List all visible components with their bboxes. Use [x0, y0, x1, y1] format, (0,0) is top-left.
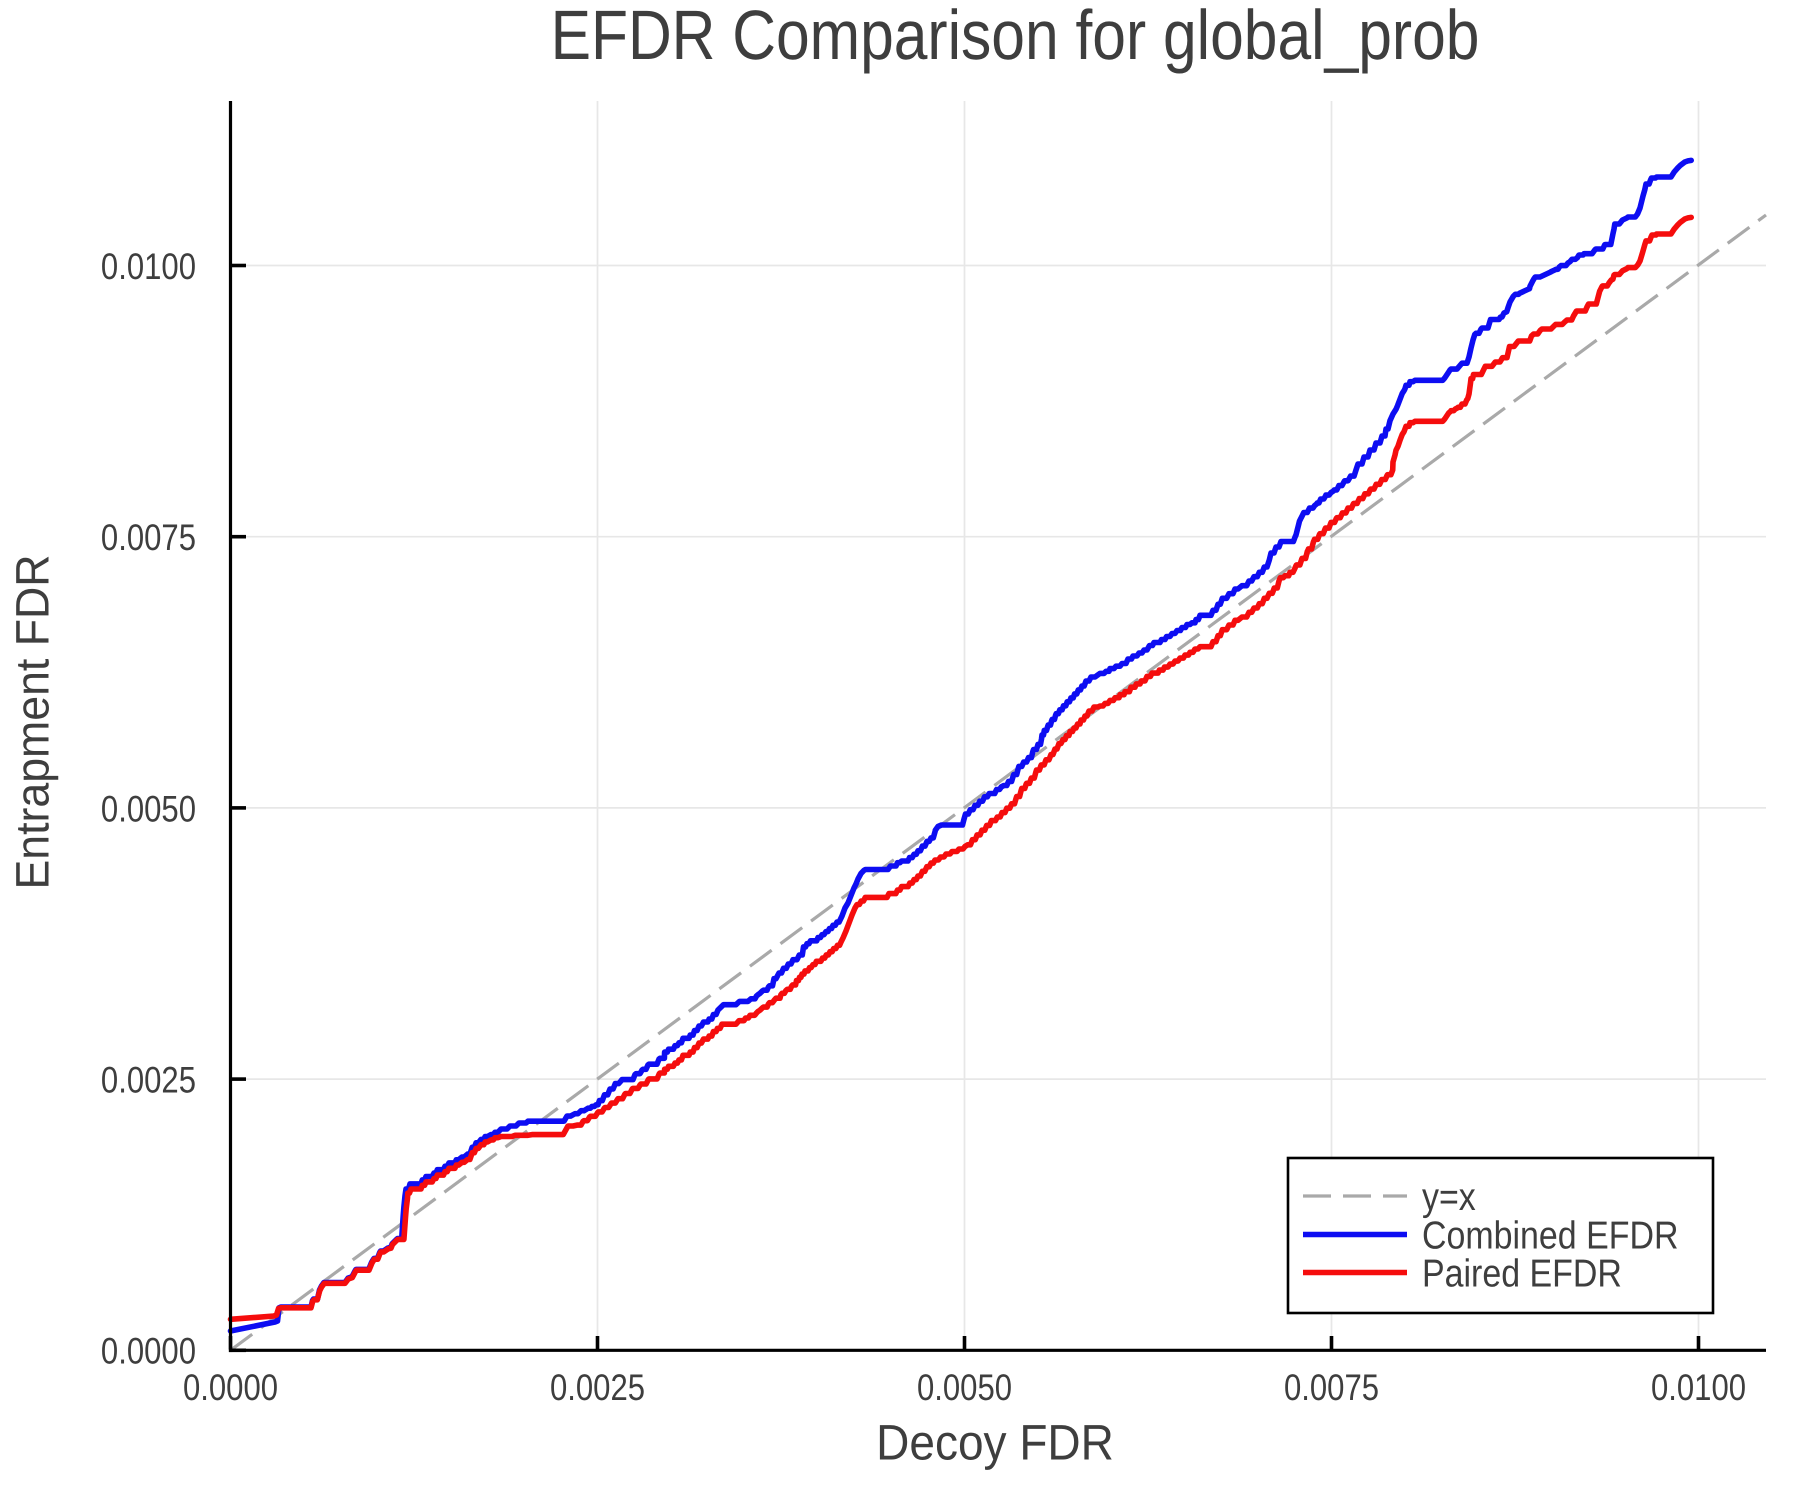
svg-text:Entrapment FDR: Entrapment FDR	[6, 555, 59, 890]
svg-text:0.0075: 0.0075	[1284, 1367, 1379, 1408]
svg-text:0.0100: 0.0100	[101, 246, 196, 287]
svg-text:EFDR Comparison for global_pro: EFDR Comparison for global_prob	[551, 0, 1480, 74]
svg-text:0.0050: 0.0050	[101, 788, 196, 829]
svg-text:0.0025: 0.0025	[101, 1060, 196, 1101]
svg-text:Decoy FDR: Decoy FDR	[876, 1415, 1114, 1471]
svg-text:0.0050: 0.0050	[917, 1367, 1012, 1408]
svg-text:Combined EFDR: Combined EFDR	[1422, 1215, 1678, 1258]
svg-text:0.0100: 0.0100	[1651, 1367, 1746, 1408]
svg-text:0.0025: 0.0025	[550, 1367, 645, 1408]
svg-text:0.0000: 0.0000	[183, 1367, 278, 1408]
svg-text:Paired EFDR: Paired EFDR	[1422, 1253, 1622, 1296]
svg-text:0.0000: 0.0000	[101, 1331, 196, 1372]
svg-text:y=x: y=x	[1422, 1176, 1476, 1219]
svg-text:0.0075: 0.0075	[101, 517, 196, 558]
